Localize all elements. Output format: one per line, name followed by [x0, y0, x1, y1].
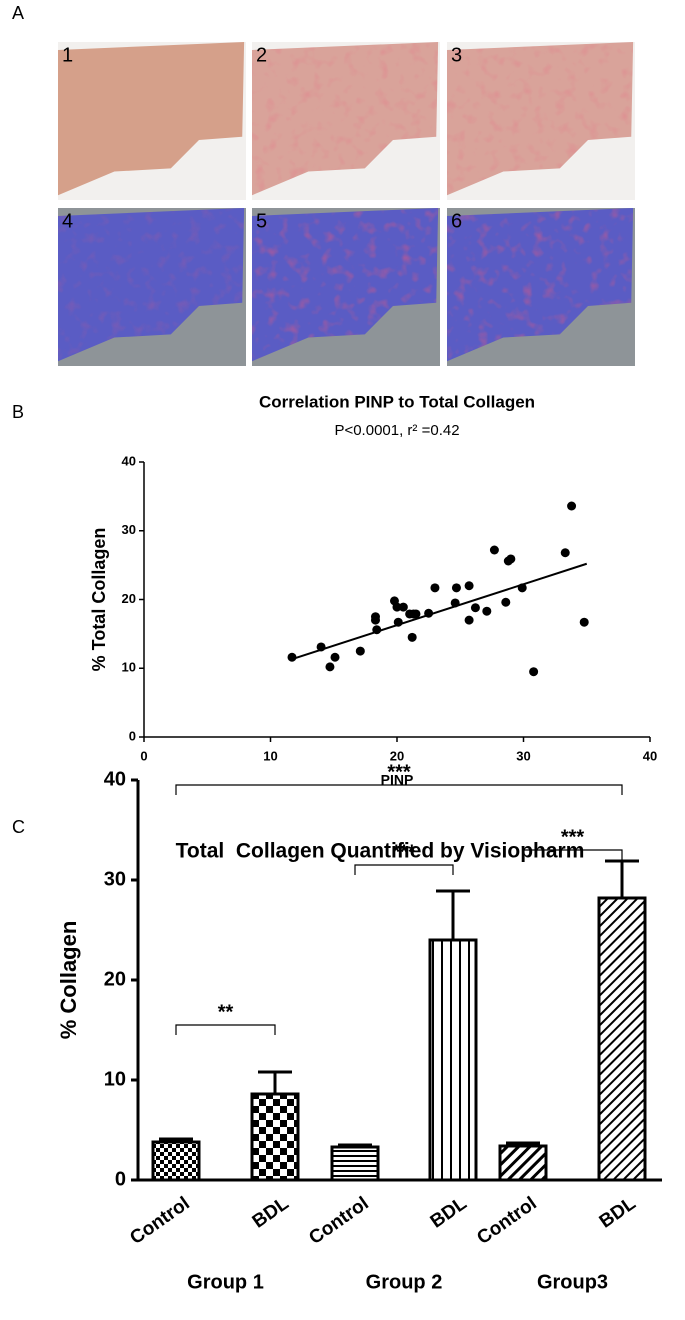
- point: [330, 652, 340, 662]
- bar: [330, 1145, 380, 1182]
- point: [560, 548, 570, 558]
- image-label: 6: [451, 210, 462, 232]
- point: [529, 667, 539, 677]
- y-tick-label: 30: [122, 522, 136, 537]
- bar: [250, 1092, 300, 1182]
- point: [470, 603, 480, 613]
- image-label: 2: [256, 44, 267, 66]
- y-tick-label: 10: [104, 1068, 126, 1090]
- tissue-texture: [447, 42, 634, 196]
- chart-title: Correlation PINP to Total Collagen: [259, 392, 535, 411]
- x-tick-label: 30: [516, 748, 530, 763]
- point: [464, 615, 474, 625]
- point: [407, 632, 417, 642]
- group-label: Group 2: [366, 1271, 443, 1293]
- image-label: 5: [256, 210, 267, 232]
- y-tick-label: 40: [104, 768, 126, 790]
- chart-subtitle: P<0.0001, r² =0.42: [334, 422, 459, 439]
- bar: [428, 938, 478, 1182]
- significance-bracket: [175, 784, 623, 795]
- x-tick-label: Control: [305, 1193, 372, 1249]
- y-tick-label: 20: [104, 968, 126, 990]
- point: [451, 583, 461, 593]
- y-axis-label: % Collagen: [56, 921, 81, 1040]
- bar: [151, 1140, 201, 1182]
- point: [355, 646, 365, 656]
- image-label: 4: [62, 210, 73, 232]
- point: [501, 597, 511, 607]
- x-tick-label: 10: [263, 748, 277, 763]
- micrographs: 1 2 3 4 5 6: [58, 42, 635, 366]
- significance-label: **: [218, 1001, 234, 1023]
- tissue-texture: [252, 42, 439, 196]
- fit-line: [295, 562, 588, 659]
- significance-label: ***: [387, 761, 411, 783]
- point: [398, 602, 408, 612]
- x-tick-label: Control: [126, 1193, 193, 1249]
- panel-label: A: [12, 3, 24, 23]
- tissue-texture: [447, 208, 634, 362]
- point: [430, 583, 440, 593]
- point: [464, 581, 474, 591]
- point: [287, 652, 297, 662]
- y-tick-label: 0: [129, 728, 136, 743]
- tissue-texture: [252, 208, 439, 362]
- group-label: Group3: [537, 1271, 608, 1293]
- y-tick-label: 40: [122, 453, 136, 468]
- y-tick-label: 0: [115, 1168, 126, 1190]
- point: [506, 554, 516, 564]
- image-label: 1: [62, 44, 73, 66]
- y-tick-label: 10: [122, 660, 136, 675]
- tissue-texture: [58, 208, 245, 362]
- point: [411, 609, 421, 619]
- x-tick-label: Control: [473, 1193, 540, 1249]
- point: [567, 501, 577, 511]
- point: [392, 602, 402, 612]
- point: [482, 606, 492, 616]
- panel-label: B: [12, 402, 24, 422]
- bar: [498, 1144, 548, 1182]
- bar: [597, 896, 647, 1182]
- group-label: Group 1: [187, 1271, 264, 1293]
- point: [325, 662, 335, 672]
- x-axis-label: PINP: [381, 772, 414, 788]
- significance-label: ***: [392, 841, 416, 863]
- x-tick-label: BDL: [596, 1193, 640, 1233]
- significance-label: ***: [561, 826, 585, 848]
- y-tick-label: 30: [104, 868, 126, 890]
- significance-bracket: [354, 864, 454, 875]
- panel-label: C: [12, 817, 25, 837]
- x-tick-label: BDL: [249, 1193, 293, 1233]
- point: [489, 545, 499, 555]
- y-axis-label: % Total Collagen: [89, 528, 109, 672]
- point: [579, 617, 589, 627]
- y-tick-label: 20: [122, 591, 136, 606]
- point: [370, 615, 380, 625]
- x-tick-label: 0: [140, 748, 147, 763]
- x-tick-label: 40: [643, 748, 657, 763]
- tissue: [58, 42, 245, 196]
- significance-bracket: [522, 849, 623, 860]
- x-tick-label: BDL: [427, 1193, 471, 1233]
- chart-title: Total Collagen Quantified by Visiopharm: [176, 840, 585, 863]
- significance-bracket: [175, 1024, 276, 1035]
- x-tick-label: 20: [390, 748, 404, 763]
- image-label: 3: [451, 44, 462, 66]
